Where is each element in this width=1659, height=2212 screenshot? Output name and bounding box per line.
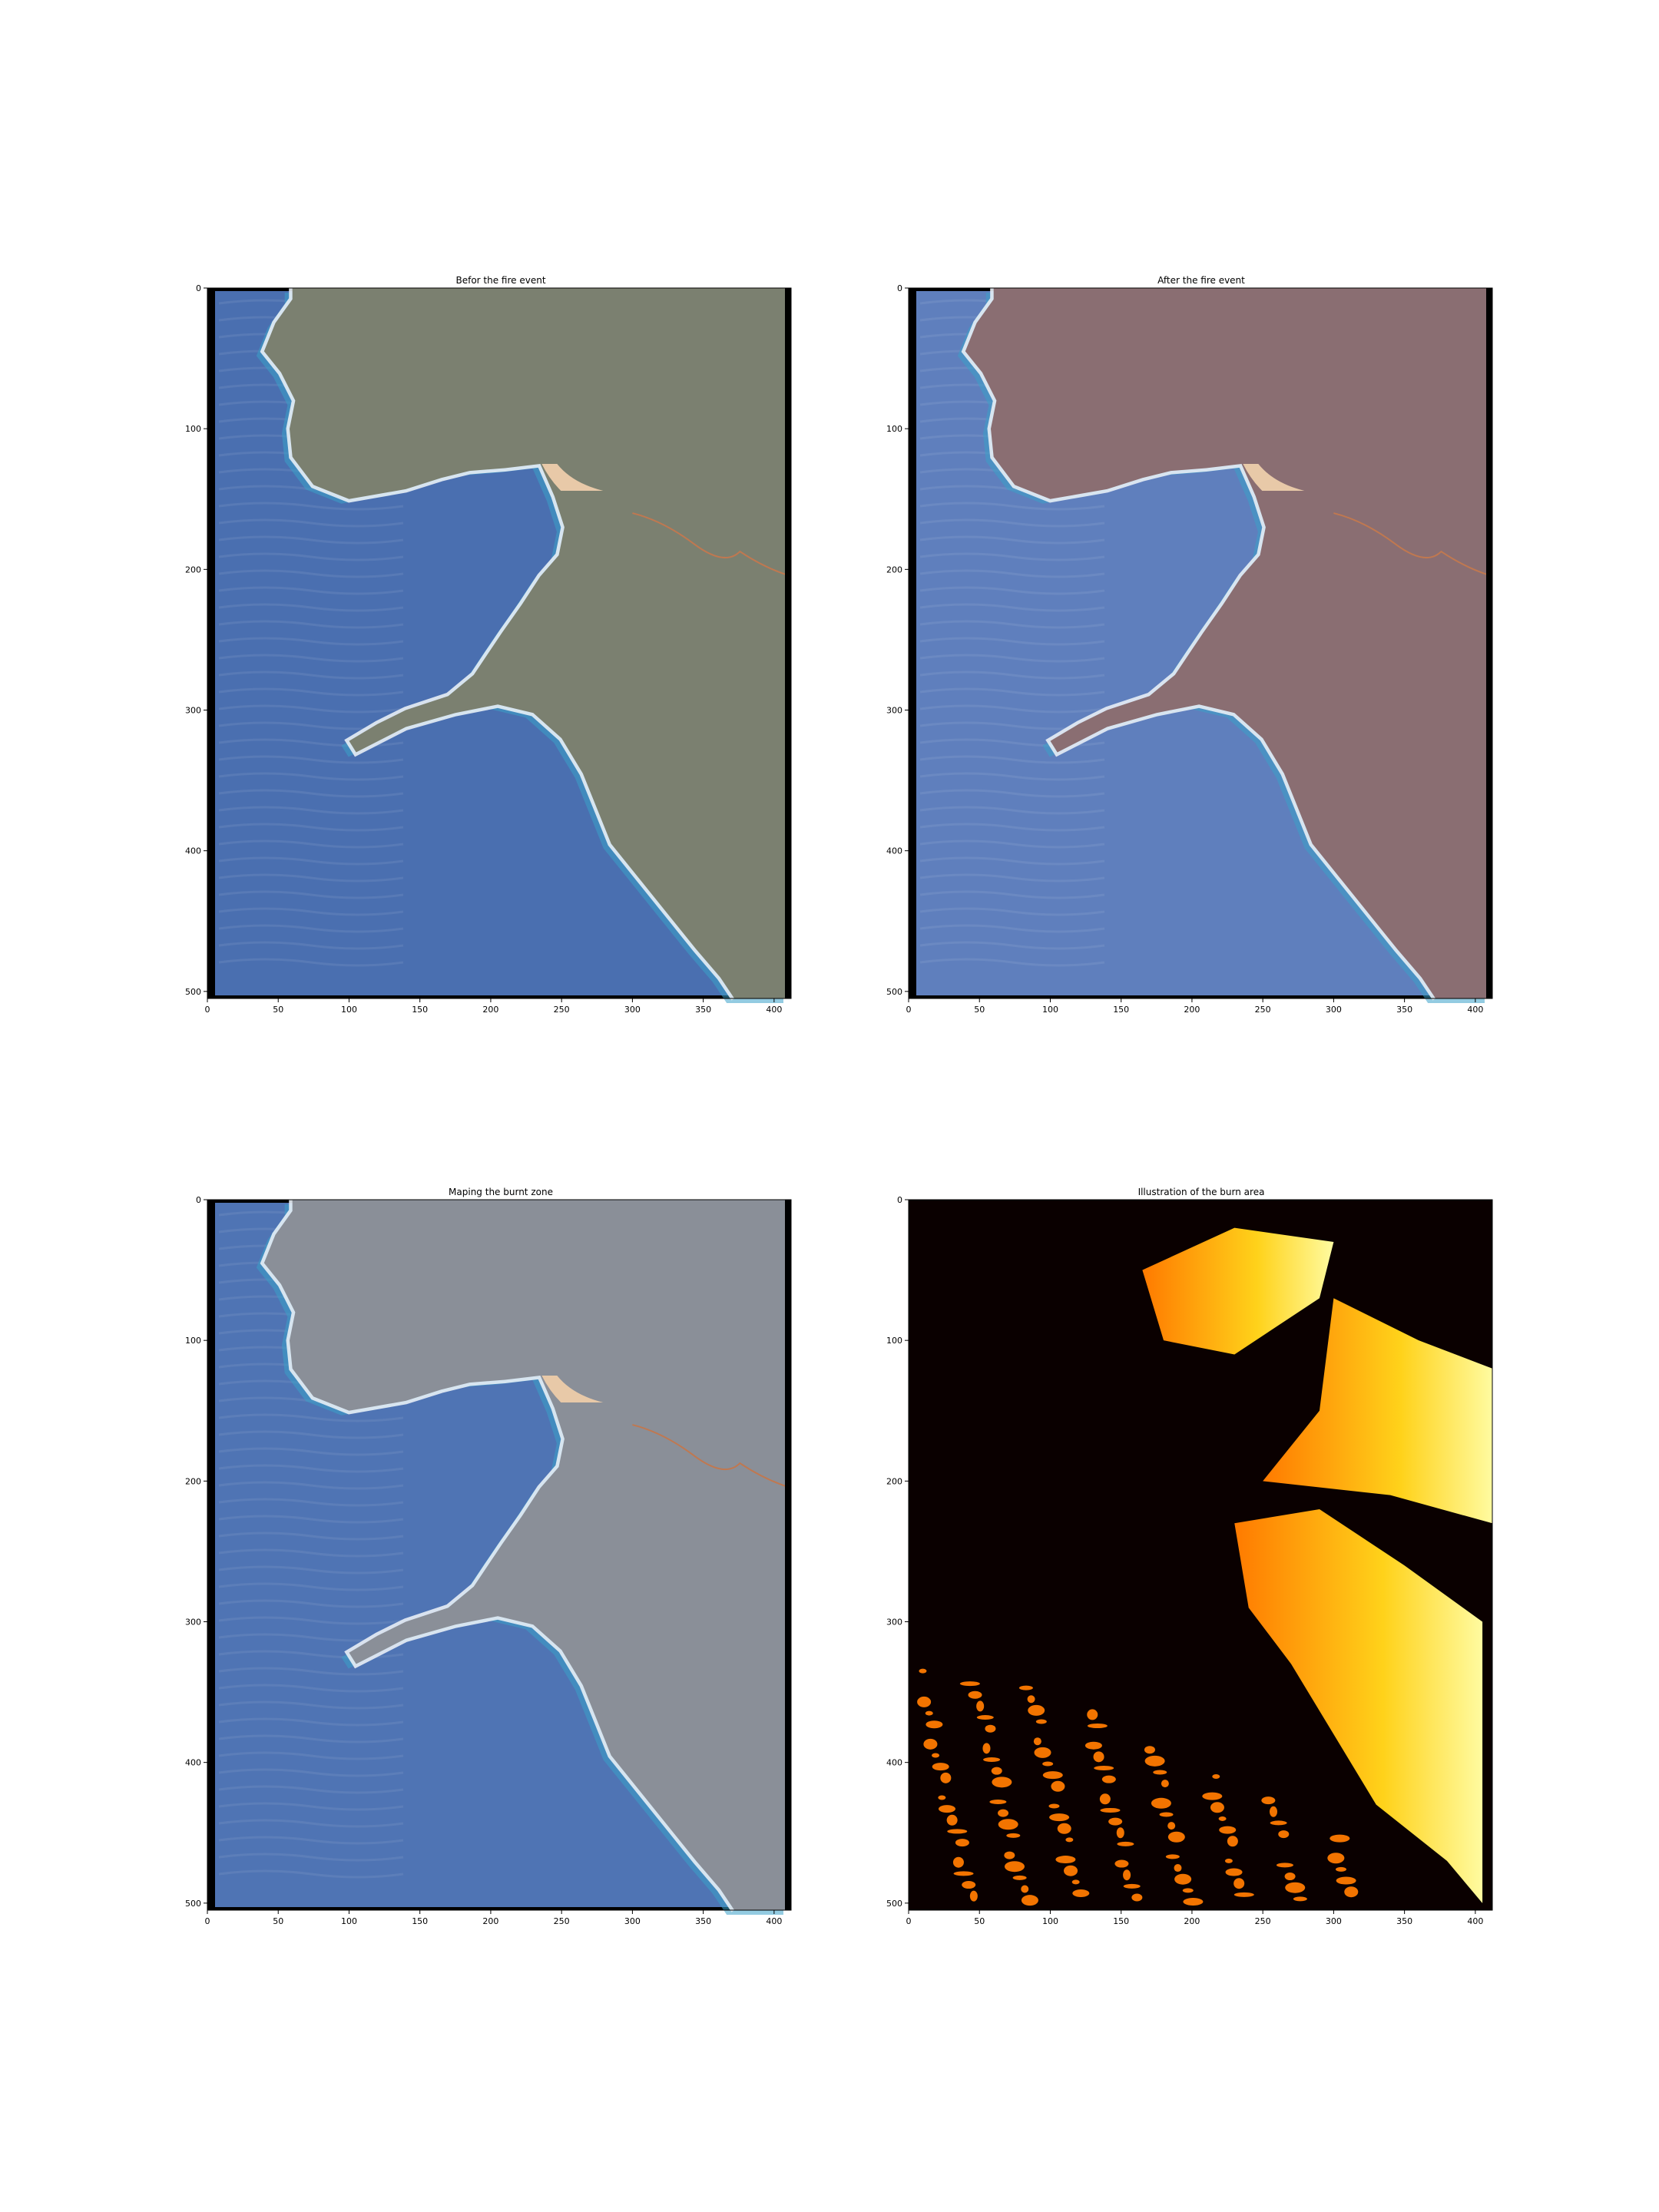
x-tick-label: 250 (554, 1005, 570, 1015)
y-tick-label: 0 (897, 1195, 902, 1205)
y-tick-label: 200 (886, 1476, 902, 1486)
x-tick-label: 350 (695, 1005, 711, 1015)
axes: 0 50 100 150 200 250 300 350 400 0 100 200 300 400 500 (185, 1195, 792, 1926)
panel-title-burn-heatmap: Illustration of the burn area (1137, 1187, 1265, 1197)
land (965, 288, 1492, 998)
x-tick-label: 200 (1184, 1005, 1200, 1015)
x-tick-label: 150 (1113, 1916, 1129, 1926)
y-tick-label: 0 (897, 283, 902, 293)
y-tick-label: 200 (185, 1476, 201, 1486)
x-tick-label: 250 (1255, 1005, 1271, 1015)
x-tick-label: 300 (1326, 1916, 1342, 1926)
y-tick-label: 500 (886, 1899, 902, 1909)
x-tick-label: 200 (1184, 1916, 1200, 1926)
burn-heatmap-image (909, 1200, 1492, 1910)
y-tick-label: 300 (185, 1618, 201, 1628)
x-tick-label: 100 (341, 1005, 357, 1015)
burn-intensity-region (1234, 1508, 1483, 1903)
image-axes-burn-heatmap: 0 50 100 150 200 250 300 350 400 0 100 200 300 400 500 (886, 1195, 1493, 1926)
y-tick-label: 300 (185, 706, 201, 716)
y-tick-label: 0 (196, 283, 201, 293)
x-tick-label: 0 (906, 1916, 912, 1926)
y-tick-label: 0 (196, 1195, 201, 1205)
overlay-base-image (207, 1200, 791, 1915)
panel-title-burn-overlay: Maping the burnt zone (449, 1187, 553, 1197)
x-tick-label: 400 (766, 1916, 782, 1926)
y-tick-label: 400 (886, 846, 902, 856)
x-tick-label: 100 (341, 1916, 357, 1926)
panel-title-after: After the fire event (1157, 275, 1245, 286)
panel-title-before: Befor the fire event (455, 275, 546, 286)
y-tick-label: 100 (185, 424, 201, 434)
road (1333, 512, 1488, 576)
x-tick-label: 400 (766, 1005, 782, 1015)
y-tick-label: 500 (185, 987, 201, 997)
x-tick-label: 0 (906, 1005, 912, 1015)
x-tick-label: 100 (1042, 1916, 1058, 1926)
x-tick-label: 350 (1396, 1005, 1412, 1015)
x-tick-label: 200 (482, 1916, 498, 1926)
x-tick-label: 0 (205, 1005, 210, 1015)
y-tick-label: 400 (185, 1758, 201, 1768)
axes: 0 50 100 150 200 250 300 350 400 0 100 200 300 400 500 (185, 283, 792, 1015)
after-image (909, 288, 1492, 1003)
y-tick-label: 500 (185, 1899, 201, 1909)
x-tick-label: 350 (1396, 1916, 1412, 1926)
x-tick-label: 200 (482, 1005, 498, 1015)
beach (541, 1375, 604, 1402)
x-tick-label: 300 (1326, 1005, 1342, 1015)
land (263, 288, 791, 998)
y-tick-label: 100 (886, 1336, 902, 1346)
y-tick-label: 100 (185, 1336, 201, 1346)
x-tick-label: 50 (273, 1916, 283, 1926)
y-tick-label: 300 (886, 1618, 902, 1628)
road (632, 512, 786, 576)
x-tick-label: 400 (1467, 1005, 1483, 1015)
y-tick-label: 200 (185, 565, 201, 575)
beach (541, 463, 604, 491)
y-tick-label: 100 (886, 424, 902, 434)
y-tick-label: 500 (886, 987, 902, 997)
x-tick-label: 300 (624, 1916, 641, 1926)
x-tick-label: 50 (974, 1916, 985, 1926)
axes: 0 50 100 150 200 250 300 350 400 0 100 200 300 400 500 (886, 1195, 1493, 1926)
land (263, 1200, 791, 1910)
axes: 0 50 100 150 200 250 300 350 400 0 100 200 300 400 500 (886, 283, 1493, 1015)
x-tick-label: 250 (1255, 1916, 1271, 1926)
image-axes-before: 0 50 100 150 200 250 300 350 400 0 100 200 300 400 500 (185, 283, 792, 1015)
x-tick-label: 150 (412, 1916, 428, 1926)
y-tick-label: 400 (185, 846, 201, 856)
x-tick-label: 50 (974, 1005, 985, 1015)
x-tick-label: 400 (1467, 1916, 1483, 1926)
x-tick-label: 150 (1113, 1005, 1129, 1015)
x-tick-label: 300 (624, 1005, 641, 1015)
x-tick-label: 0 (205, 1916, 210, 1926)
y-tick-label: 300 (886, 706, 902, 716)
x-tick-label: 350 (695, 1916, 711, 1926)
burn-intensity-region (1142, 1227, 1334, 1355)
burn-intensity-region (1263, 1298, 1492, 1524)
x-tick-label: 50 (273, 1005, 283, 1015)
y-tick-label: 200 (886, 565, 902, 575)
beach (1243, 463, 1305, 491)
before-image (207, 288, 791, 1003)
x-tick-label: 100 (1042, 1005, 1058, 1015)
x-tick-label: 150 (412, 1005, 428, 1015)
y-tick-label: 400 (886, 1758, 902, 1768)
image-axes-after: 0 50 100 150 200 250 300 350 400 0 100 200 300 400 500 (886, 283, 1493, 1015)
image-axes-burn-overlay: 0 50 100 150 200 250 300 350 400 0 100 200 300 400 500 (185, 1195, 792, 1926)
road (632, 1424, 786, 1488)
x-tick-label: 250 (554, 1916, 570, 1926)
